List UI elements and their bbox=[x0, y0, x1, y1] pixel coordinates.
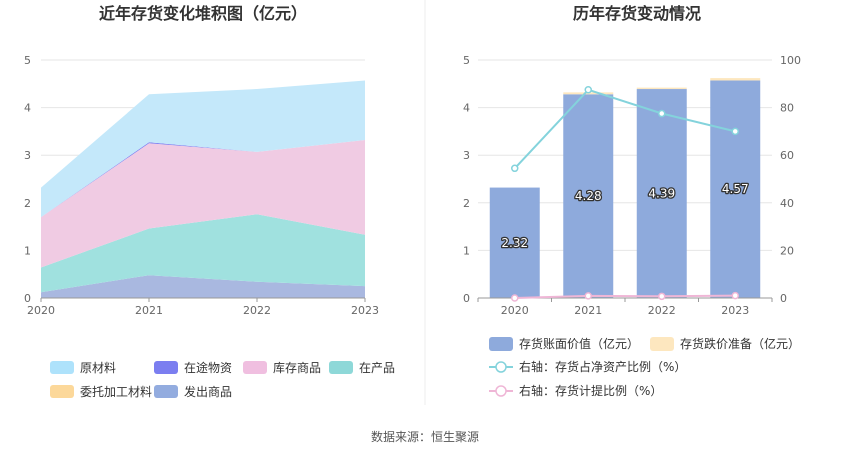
line-point bbox=[731, 127, 739, 136]
legend-swatch bbox=[154, 361, 178, 374]
legend-label: 存货跌价准备（亿元） bbox=[680, 336, 800, 351]
legend-label: 发出商品 bbox=[184, 384, 232, 399]
bar-value-label: 4.28 bbox=[575, 189, 602, 203]
legend-swatch bbox=[50, 361, 74, 374]
right-x-tick-label: 2021 bbox=[574, 304, 602, 317]
legend-swatch bbox=[154, 385, 178, 398]
inventory-bar-chart: 历年存货变动情况 0 1 2 3 4 5 0 20 40 60 80 100 2.32 4.28 4.39 4.… bbox=[463, 4, 801, 398]
legend-marker bbox=[495, 385, 507, 397]
line-point bbox=[658, 292, 666, 301]
right-y-tick-label: 0 bbox=[463, 292, 470, 305]
line-provision-ratio bbox=[514, 294, 736, 299]
area-原材料 bbox=[41, 80, 365, 218]
legend-label: 存货账面价值（亿元） bbox=[519, 336, 639, 351]
left-legend-item: 在产品 bbox=[329, 361, 395, 375]
right-y2-tick-label: 20 bbox=[780, 244, 794, 257]
line-point bbox=[658, 109, 666, 118]
legend-swatch bbox=[489, 337, 513, 351]
legend-label: 库存商品 bbox=[273, 360, 321, 375]
legend-label: 右轴：存货占净资产比例（%） bbox=[519, 359, 686, 374]
left-y-tick-label: 4 bbox=[24, 102, 31, 115]
legend-label: 委托加工材料 bbox=[80, 385, 152, 399]
right-chart-title: 历年存货变动情况 bbox=[573, 4, 701, 23]
legend-label: 在产品 bbox=[359, 361, 395, 375]
data-source-text: 数据来源：恒生聚源 bbox=[370, 430, 479, 444]
legend-marker bbox=[495, 361, 507, 373]
bar-book-value bbox=[636, 89, 687, 298]
left-y-tick-label: 5 bbox=[24, 54, 31, 67]
line-point bbox=[584, 86, 592, 94]
left-x-tick-label: 2023 bbox=[351, 304, 379, 317]
legend-item-impairment: 存货跌价准备（亿元） bbox=[650, 336, 800, 351]
bar-impairment bbox=[710, 78, 761, 81]
legend-swatch bbox=[650, 337, 674, 351]
right-x-tick-label: 2022 bbox=[648, 304, 676, 317]
left-x-tick-label: 2020 bbox=[27, 304, 55, 317]
line-point bbox=[511, 164, 519, 173]
line-point bbox=[731, 291, 739, 300]
left-legend-item: 发出商品 bbox=[154, 384, 232, 399]
right-x-tick-label: 2020 bbox=[501, 304, 529, 317]
legend-swatch bbox=[243, 361, 267, 374]
area-库存商品 bbox=[41, 140, 365, 268]
right-y2-tick-label: 60 bbox=[780, 149, 794, 162]
left-legend-item: 在途物资 bbox=[154, 360, 232, 375]
right-y-tick-label: 2 bbox=[463, 197, 470, 210]
left-y-tick-label: 2 bbox=[24, 197, 31, 210]
bar-impairment bbox=[636, 87, 687, 90]
bar-value-label: 4.57 bbox=[722, 182, 749, 196]
right-y2-tick-label: 80 bbox=[780, 102, 794, 115]
legend-label: 右轴：存货计提比例（%） bbox=[519, 383, 662, 398]
right-y2-tick-label: 40 bbox=[780, 197, 794, 210]
left-legend-item: 原材料 bbox=[50, 361, 116, 375]
line-inventory-ratio bbox=[514, 88, 736, 169]
line-point bbox=[584, 292, 592, 300]
legend-label: 原材料 bbox=[80, 361, 116, 375]
right-y-tick-label: 3 bbox=[463, 149, 470, 162]
right-y2-tick-label: 100 bbox=[780, 54, 801, 67]
right-y2-tick-label: 0 bbox=[780, 292, 787, 305]
left-legend-item: 委托加工材料 bbox=[50, 385, 152, 399]
right-legend: 存货账面价值（亿元） 存货跌价准备（亿元） 右轴：存货占净资产比例（%） 右轴：存货计… bbox=[489, 336, 800, 398]
right-y-tick-label: 4 bbox=[463, 102, 470, 115]
left-x-tick-label: 2021 bbox=[135, 304, 163, 317]
right-y-tick-label: 1 bbox=[463, 244, 470, 257]
left-y-tick-label: 3 bbox=[24, 149, 31, 162]
legend-label: 在途物资 bbox=[184, 360, 232, 375]
left-chart-title: 近年存货变化堆积图（亿元） bbox=[99, 4, 307, 23]
legend-swatch bbox=[50, 385, 74, 398]
legend-item-provision-ratio: 右轴：存货计提比例（%） bbox=[489, 383, 662, 398]
left-legend-item: 库存商品 bbox=[243, 360, 321, 375]
left-y-tick-label: 1 bbox=[24, 244, 31, 257]
legend-item-inventory-ratio: 右轴：存货占净资产比例（%） bbox=[489, 359, 686, 374]
bar-value-label: 2.32 bbox=[501, 236, 528, 250]
area-在产品 bbox=[41, 214, 365, 293]
left-y-tick-label: 0 bbox=[24, 292, 31, 305]
area-发出商品 bbox=[41, 275, 365, 298]
line-point bbox=[511, 294, 519, 302]
right-y-tick-label: 5 bbox=[463, 54, 470, 67]
bar-book-value bbox=[489, 187, 540, 298]
legend-item-book-value: 存货账面价值（亿元） bbox=[489, 336, 639, 351]
bar-book-value bbox=[563, 94, 614, 298]
right-x-tick-label: 2023 bbox=[721, 304, 749, 317]
legend-swatch bbox=[329, 361, 353, 374]
bar-book-value bbox=[710, 80, 761, 298]
left-x-tick-label: 2022 bbox=[243, 304, 271, 317]
bar-value-label: 4.39 bbox=[648, 187, 675, 201]
stacked-area-chart: 近年存货变化堆积图（亿元） 0 1 2 3 4 5 2020 2021 2022 2023 原材料 在途… bbox=[24, 4, 395, 399]
